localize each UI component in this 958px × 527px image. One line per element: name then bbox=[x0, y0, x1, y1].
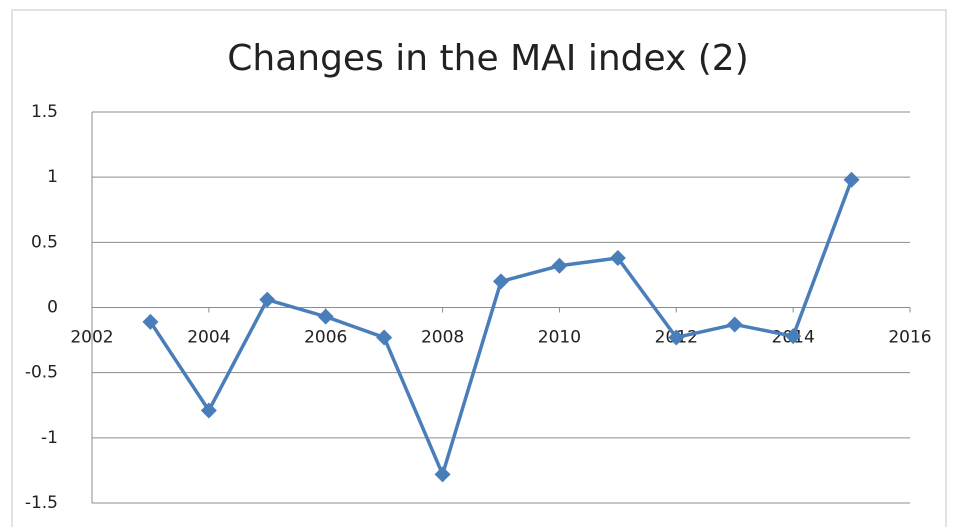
y-tick-label: 0 bbox=[47, 298, 58, 318]
x-tick-label: 2008 bbox=[421, 328, 464, 348]
y-tick-label: -1 bbox=[41, 428, 58, 448]
data-point bbox=[609, 249, 626, 266]
data-point bbox=[551, 257, 568, 274]
data-point bbox=[259, 291, 276, 308]
chart-title: Changes in the MAI index (2) bbox=[227, 38, 749, 79]
data-point bbox=[493, 273, 509, 290]
data-point bbox=[142, 313, 159, 330]
y-tick-label: 0.5 bbox=[31, 232, 58, 252]
data-point bbox=[668, 329, 685, 346]
data-point bbox=[434, 466, 451, 483]
x-tick-label: 2010 bbox=[538, 328, 581, 348]
chart-frame bbox=[11, 9, 947, 527]
x-tick-label: 2004 bbox=[187, 328, 230, 348]
data-point bbox=[843, 171, 860, 188]
x-tick-label: 2002 bbox=[70, 328, 113, 348]
y-tick-label: 1 bbox=[47, 167, 58, 187]
data-point bbox=[200, 402, 217, 419]
x-tick-label: 2006 bbox=[304, 328, 347, 348]
y-tick-label: 1.5 bbox=[31, 102, 58, 122]
data-point bbox=[376, 329, 393, 346]
data-point bbox=[785, 328, 802, 345]
y-tick-label: -1.5 bbox=[25, 493, 58, 513]
data-point bbox=[726, 316, 743, 333]
x-tick-label: 2016 bbox=[888, 328, 931, 348]
data-point bbox=[317, 308, 334, 325]
y-tick-label: -0.5 bbox=[25, 363, 58, 383]
